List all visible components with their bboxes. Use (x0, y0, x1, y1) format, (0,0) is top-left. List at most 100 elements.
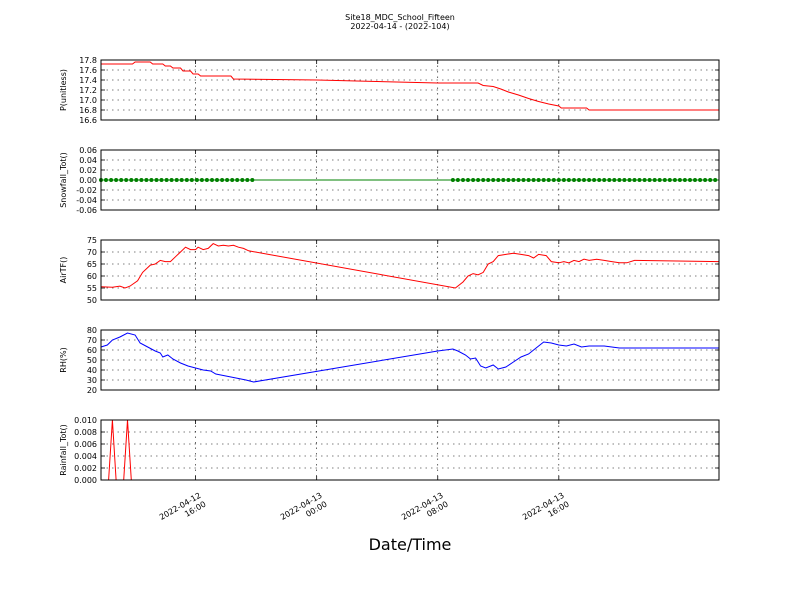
data-point-marker (566, 178, 571, 182)
data-point-marker (149, 178, 154, 182)
data-point-marker (612, 178, 617, 182)
y-tick-label: 0.06 (79, 146, 97, 155)
y-tick-label: 60 (87, 346, 97, 355)
data-point-marker (199, 178, 204, 182)
data-point-marker (607, 178, 612, 182)
panel-frame (100, 239, 720, 301)
y-tick-label: 17.0 (79, 96, 97, 105)
panel-frame (100, 149, 720, 211)
y-axis-label: AirTF() (59, 257, 68, 284)
data-point-marker (134, 178, 139, 182)
x-axis-label: Date/Time (369, 535, 452, 554)
data-point-marker (230, 178, 235, 182)
y-tick-label: 0.006 (74, 440, 97, 449)
data-point-marker (506, 178, 511, 182)
y-tick-label: 80 (87, 326, 97, 335)
data-point-marker (652, 178, 657, 182)
data-point-marker (220, 178, 225, 182)
data-point-marker (592, 178, 597, 182)
data-point-marker (657, 178, 662, 182)
y-tick-label: -0.04 (76, 196, 97, 205)
data-point-marker (536, 178, 541, 182)
data-point-marker (481, 178, 486, 182)
y-tick-label: 30 (87, 376, 97, 385)
data-point-marker (240, 178, 245, 182)
data-point-marker (114, 178, 119, 182)
data-point-marker (556, 178, 561, 182)
data-point-marker (647, 178, 652, 182)
data-point-marker (154, 178, 159, 182)
y-tick-label: 55 (87, 284, 97, 293)
y-tick-label: -0.06 (76, 206, 97, 215)
y-tick-label: 60 (87, 272, 97, 281)
y-tick-label: 40 (87, 366, 97, 375)
data-point-marker (597, 178, 602, 182)
y-tick-label: 16.6 (79, 116, 97, 125)
data-point-marker (471, 178, 476, 182)
y-tick-label: 17.4 (79, 76, 97, 85)
y-axis-label: RH(%) (59, 347, 68, 372)
y-tick-label: 0.004 (74, 452, 97, 461)
data-point-marker (708, 178, 713, 182)
data-point-marker (672, 178, 677, 182)
data-point-marker (144, 178, 149, 182)
y-tick-label: 0.000 (74, 476, 97, 485)
y-tick-label: 17.2 (79, 86, 97, 95)
series-line (101, 419, 719, 481)
data-point-marker (511, 178, 516, 182)
y-tick-label: 17.6 (79, 66, 97, 75)
data-point-marker (501, 178, 506, 182)
data-point-marker (139, 178, 144, 182)
y-tick-label: 0.04 (79, 156, 97, 165)
data-point-marker (546, 178, 551, 182)
data-point-marker (174, 178, 179, 182)
data-point-marker (662, 178, 667, 182)
y-tick-label: -0.02 (76, 186, 97, 195)
data-point-marker (703, 178, 708, 182)
data-point-marker (632, 178, 637, 182)
data-point-marker (693, 178, 697, 182)
y-tick-label: 70 (87, 248, 97, 257)
data-point-marker (627, 178, 632, 182)
data-point-marker (129, 178, 134, 182)
data-point-marker (541, 178, 546, 182)
data-point-marker (637, 178, 642, 182)
data-point-marker (450, 178, 455, 182)
data-point-marker (622, 178, 627, 182)
data-point-marker (119, 178, 124, 182)
data-point-marker (210, 178, 214, 182)
data-point-marker (521, 178, 526, 182)
data-point-marker (194, 178, 199, 182)
data-point-marker (124, 178, 129, 182)
y-tick-label: 70 (87, 336, 97, 345)
data-point-marker (245, 178, 250, 182)
data-point-marker (204, 178, 209, 182)
data-point-marker (184, 178, 189, 182)
y-tick-label: 0.010 (74, 416, 97, 425)
series-line (100, 243, 720, 289)
series-line (101, 61, 719, 111)
chart-subtitle: 2022-04-14 - (2022-104) (350, 22, 449, 31)
y-tick-label: 16.8 (79, 106, 97, 115)
data-point-marker (551, 178, 556, 182)
data-point-marker (642, 178, 647, 182)
panel-frame (100, 329, 720, 391)
data-point-marker (713, 178, 718, 182)
y-tick-label: 50 (87, 296, 97, 305)
data-point-marker (688, 178, 692, 182)
y-tick-label: 0.00 (79, 176, 97, 185)
data-point-marker (677, 178, 682, 182)
y-tick-label: 75 (87, 236, 97, 245)
data-point-marker (526, 178, 531, 182)
data-point-marker (617, 178, 622, 182)
y-tick-label: 0.008 (74, 428, 97, 437)
data-point-marker (698, 178, 703, 182)
data-point-marker (602, 178, 607, 182)
data-point-marker (561, 178, 566, 182)
chart-title: Site18_MDC_School_Fifteen (345, 13, 455, 22)
data-point-marker (109, 178, 114, 182)
